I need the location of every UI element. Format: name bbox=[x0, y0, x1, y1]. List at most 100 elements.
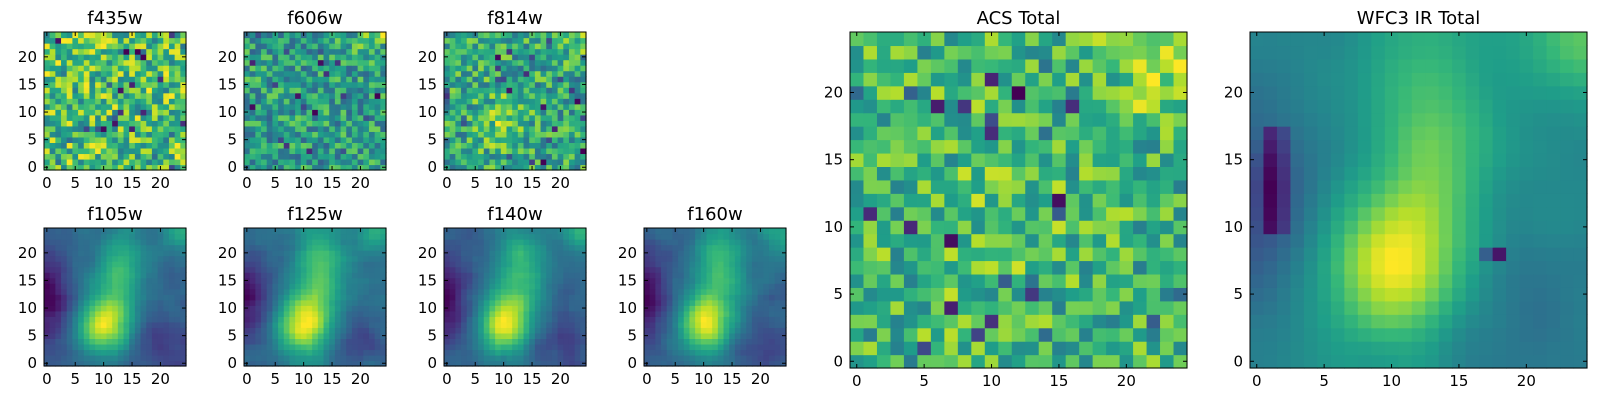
heatmap-cell bbox=[1173, 314, 1188, 329]
heatmap-cell bbox=[49, 277, 56, 284]
heatmap-cell bbox=[557, 48, 564, 55]
heatmap-cell bbox=[244, 244, 251, 251]
heatmap-cell bbox=[123, 310, 130, 317]
heatmap-cell bbox=[540, 338, 547, 345]
heatmap-cell bbox=[1025, 287, 1040, 302]
heatmap-cell bbox=[249, 76, 256, 83]
heatmap-cell bbox=[112, 43, 119, 50]
heatmap-cell bbox=[712, 255, 719, 262]
heatmap-cell bbox=[998, 327, 1013, 342]
heatmap-cell bbox=[151, 349, 159, 356]
heatmap-cell bbox=[300, 98, 308, 105]
heatmap-cell bbox=[751, 299, 759, 306]
heatmap-cell bbox=[757, 316, 764, 323]
heatmap-cell bbox=[306, 239, 313, 246]
heatmap-cell bbox=[489, 233, 496, 240]
heatmap-cell bbox=[444, 294, 451, 301]
heatmap-cell bbox=[580, 125, 587, 132]
heatmap-cell bbox=[944, 247, 959, 262]
heatmap-cell bbox=[466, 147, 473, 155]
heatmap-cell bbox=[95, 272, 102, 279]
heatmap-cell bbox=[930, 220, 945, 235]
heatmap-cell bbox=[61, 250, 68, 257]
heatmap-cell bbox=[283, 349, 291, 356]
heatmap-cell bbox=[106, 233, 113, 240]
heatmap-cell bbox=[334, 228, 342, 235]
heatmap-cell bbox=[1160, 166, 1175, 181]
heatmap-cell bbox=[672, 327, 679, 334]
heatmap-cell bbox=[134, 338, 142, 345]
heatmap-cell bbox=[523, 343, 530, 351]
heatmap-cell bbox=[695, 266, 702, 273]
heatmap-cell bbox=[95, 233, 102, 240]
heatmap-cell bbox=[374, 349, 381, 356]
heatmap-cell bbox=[289, 332, 296, 339]
heatmap-cell bbox=[574, 131, 581, 138]
heatmap-cell bbox=[100, 294, 108, 301]
heatmap-cell bbox=[351, 272, 359, 279]
heatmap-cell bbox=[455, 239, 462, 246]
heatmap-cell bbox=[278, 37, 285, 44]
heatmap-cell bbox=[168, 288, 176, 295]
heatmap-cell bbox=[157, 153, 164, 160]
heatmap-cell bbox=[563, 81, 570, 88]
heatmap-cell bbox=[512, 120, 519, 127]
heatmap-cell bbox=[971, 220, 986, 235]
heatmap-cell bbox=[534, 125, 542, 132]
heatmap-cell bbox=[95, 332, 102, 339]
heatmap-cell bbox=[100, 266, 108, 273]
heatmap-cell bbox=[672, 250, 679, 257]
heatmap-cell bbox=[712, 239, 719, 246]
heatmap-cell bbox=[61, 43, 68, 50]
heatmap-cell bbox=[551, 81, 559, 88]
heatmap-cell bbox=[568, 338, 576, 345]
heatmap-cell bbox=[272, 65, 279, 72]
heatmap-cell bbox=[317, 283, 325, 290]
heatmap-cell bbox=[695, 283, 702, 290]
heatmap-cell bbox=[312, 65, 319, 72]
heatmap-cell bbox=[649, 354, 656, 362]
heatmap-cell bbox=[1173, 206, 1188, 221]
heatmap-cell bbox=[763, 305, 770, 312]
heatmap-cell bbox=[574, 164, 581, 171]
heatmap-cell bbox=[329, 142, 336, 149]
heatmap-cell bbox=[49, 54, 56, 61]
heatmap-cell bbox=[368, 109, 376, 116]
heatmap-cell bbox=[478, 114, 485, 121]
heatmap-cell bbox=[517, 233, 525, 240]
heatmap-cell bbox=[151, 81, 159, 88]
heatmap-cell bbox=[61, 277, 68, 284]
heatmap-cell bbox=[261, 142, 268, 149]
heatmap-cell bbox=[289, 321, 296, 328]
heatmap-cell bbox=[551, 316, 559, 323]
heatmap-cell bbox=[472, 283, 479, 290]
heatmap-cell bbox=[517, 43, 525, 50]
heatmap-cell bbox=[568, 244, 576, 251]
heatmap-cell bbox=[444, 147, 451, 155]
heatmap-cell bbox=[283, 120, 291, 127]
heatmap-cell bbox=[44, 76, 51, 83]
heatmap-cell bbox=[283, 70, 291, 77]
heatmap-cell bbox=[278, 70, 285, 77]
heatmap-cell bbox=[757, 305, 764, 312]
heatmap-cell bbox=[261, 153, 268, 160]
heatmap-cell bbox=[546, 153, 553, 160]
heatmap-cell bbox=[706, 327, 713, 334]
heatmap-cell bbox=[746, 327, 753, 334]
heatmap-cell bbox=[495, 164, 502, 171]
heatmap-cell bbox=[478, 310, 485, 317]
heatmap-cell bbox=[329, 288, 336, 295]
heatmap-cell bbox=[323, 327, 330, 334]
heatmap-cell bbox=[123, 76, 130, 83]
heatmap-cell bbox=[261, 360, 268, 367]
heatmap-cell bbox=[574, 147, 581, 155]
heatmap-cell bbox=[780, 316, 787, 323]
heatmap-cell bbox=[117, 164, 125, 171]
heatmap-cell bbox=[66, 114, 73, 121]
heatmap-cell bbox=[534, 32, 542, 39]
heatmap-cell bbox=[712, 266, 719, 273]
heatmap-cell bbox=[489, 32, 496, 39]
heatmap-cell bbox=[261, 244, 268, 251]
heatmap-cell bbox=[163, 65, 170, 72]
heatmap-cell bbox=[489, 244, 496, 251]
